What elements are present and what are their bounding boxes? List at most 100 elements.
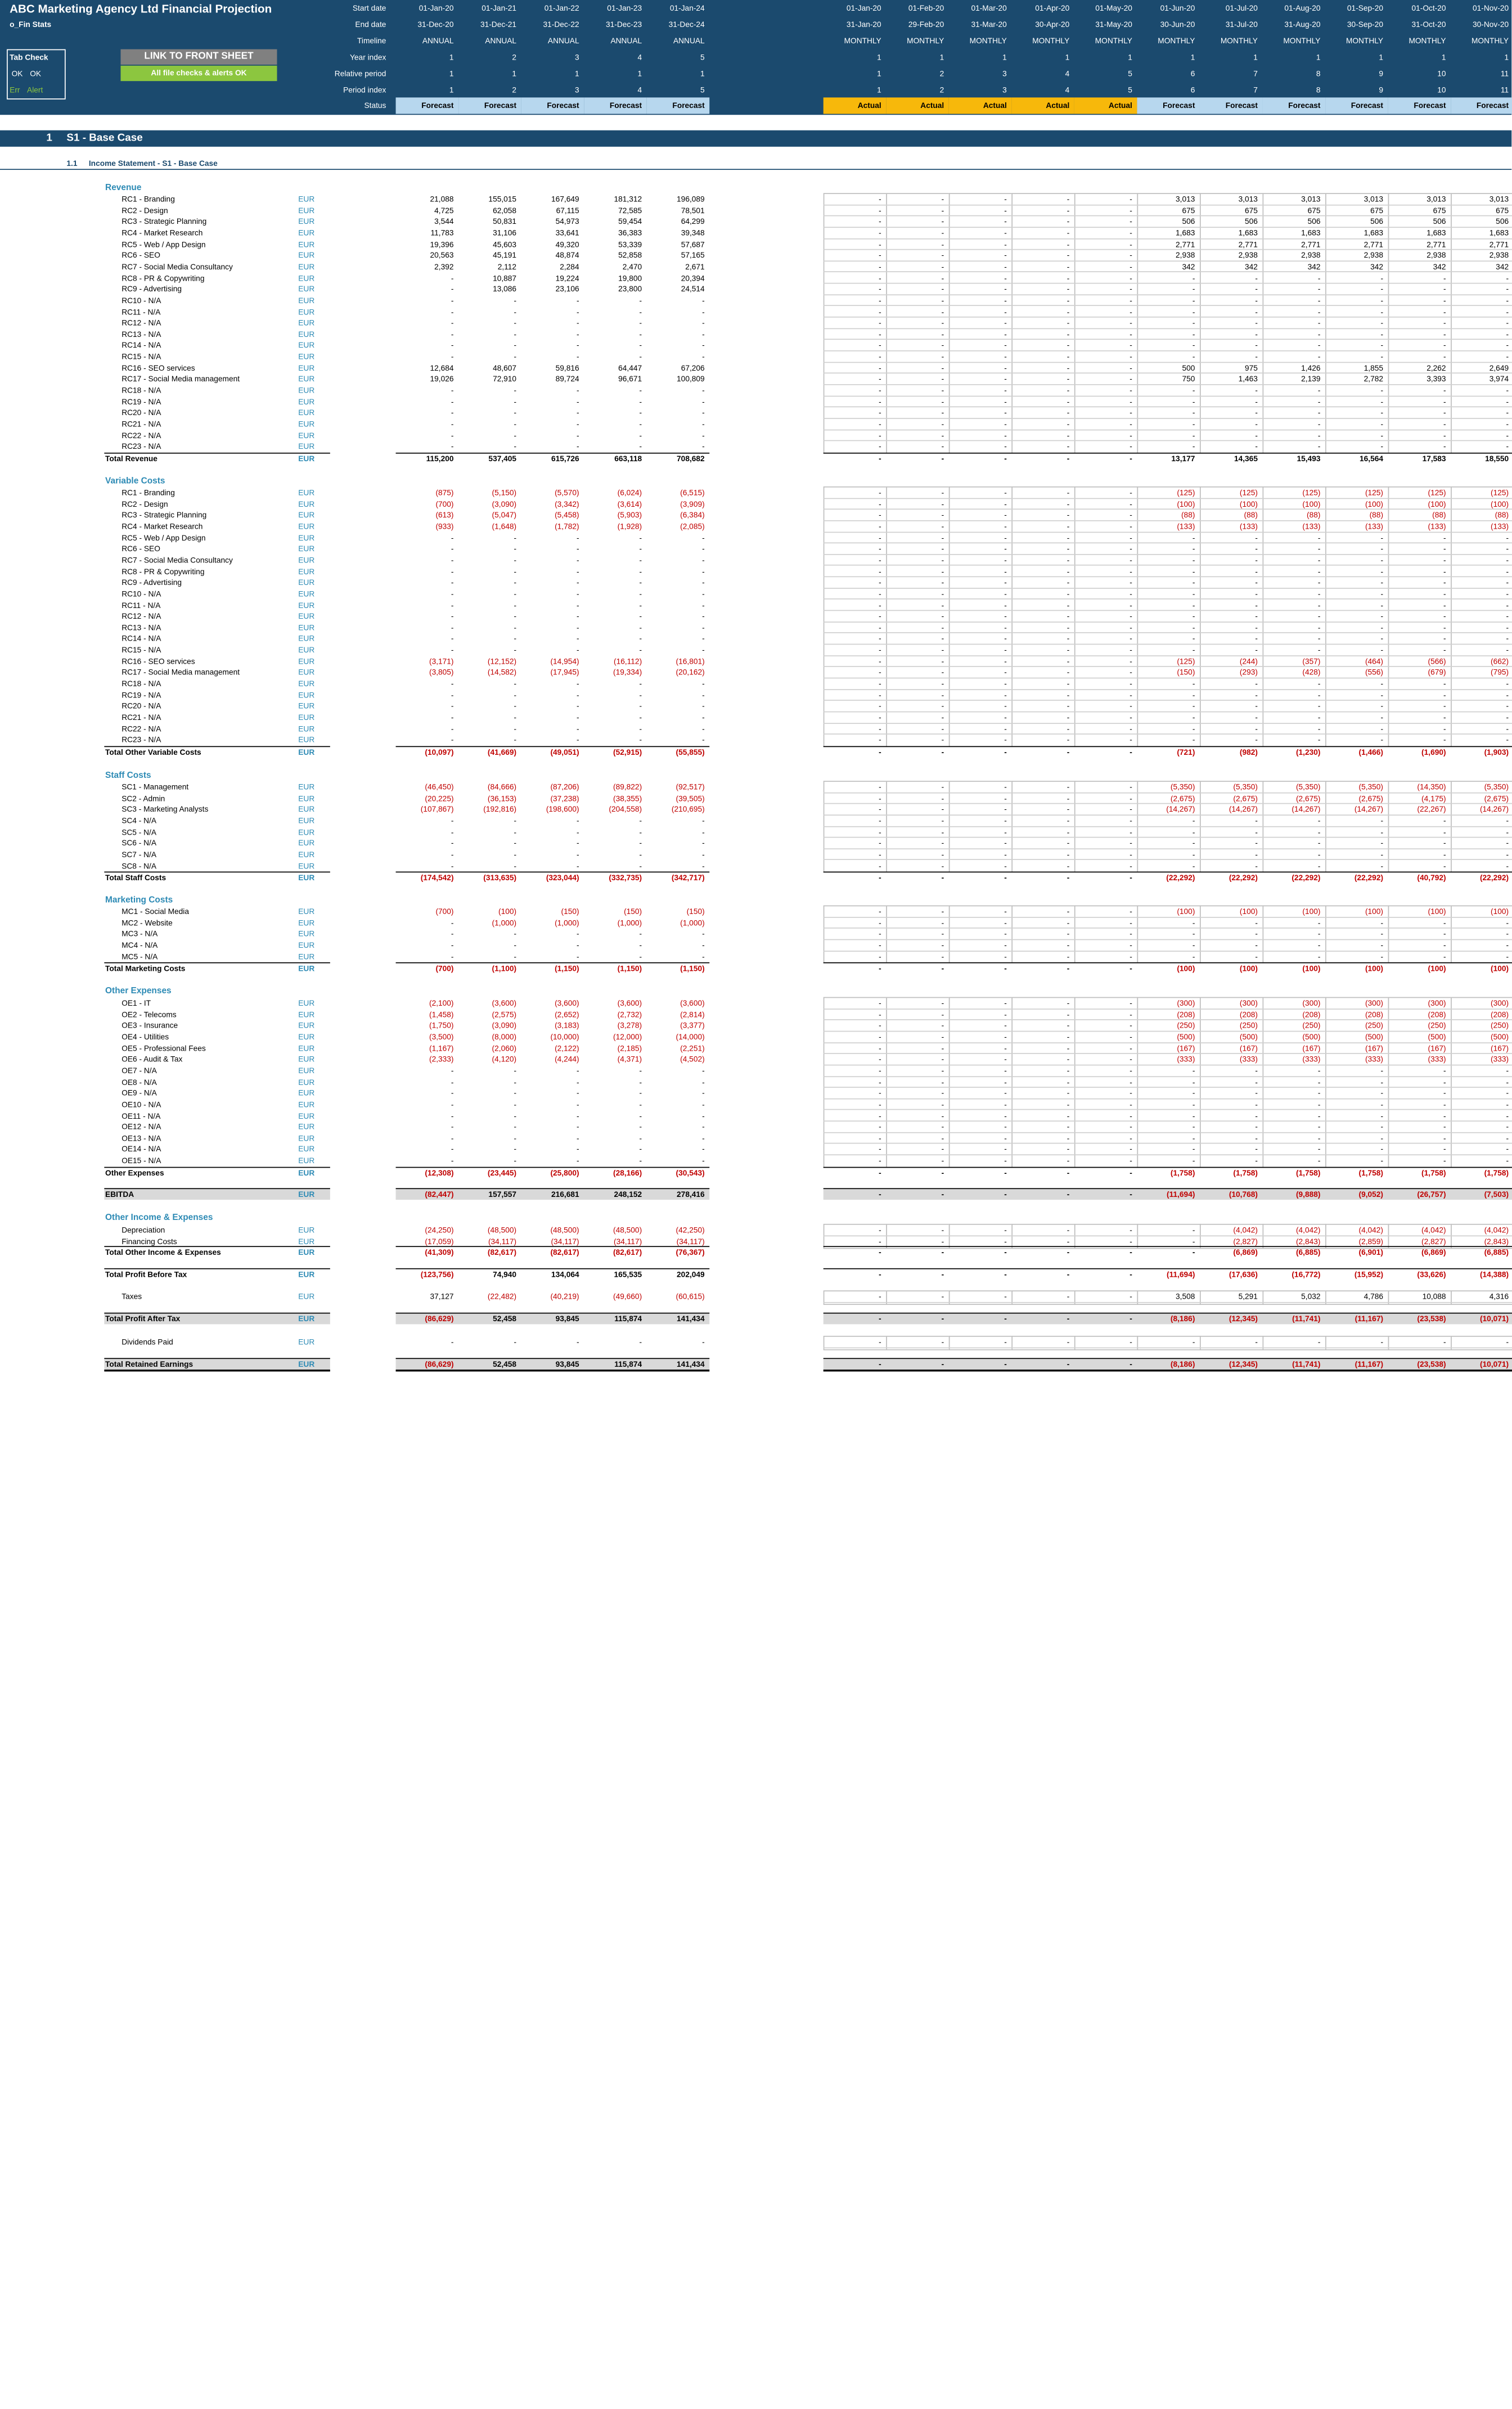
line-item-annual-value: - <box>639 839 642 848</box>
line-item-monthly-value: - <box>1443 1145 1446 1154</box>
unit-label: EUR <box>298 1044 315 1053</box>
total-monthly-value: - <box>1130 1270 1132 1279</box>
line-item-monthly-value: - <box>1066 1122 1070 1132</box>
line-item-monthly-value: - <box>1130 657 1132 667</box>
line-item-annual-value: 53,339 <box>618 240 642 249</box>
line-item-annual-value: - <box>577 701 579 710</box>
unit-label: EUR <box>298 1226 315 1235</box>
monthly-input-area <box>1074 997 1138 1168</box>
line-item-monthly-value: - <box>1192 850 1195 859</box>
line-item-monthly-value: - <box>1443 816 1446 826</box>
line-item-annual-value: - <box>514 611 517 621</box>
total-monthly-value: (1,758) <box>1233 1169 1258 1178</box>
total-rule <box>104 1167 330 1168</box>
line-item-annual-value: (34,117) <box>614 1237 642 1246</box>
monthly-input-area <box>886 486 950 748</box>
monthly-year-index-cell: 1 <box>1504 53 1509 62</box>
line-item-annual-value: 24,514 <box>681 285 705 294</box>
line-item-annual-value: 2,284 <box>560 262 579 272</box>
line-item-monthly-value: - <box>941 206 944 215</box>
line-item-monthly-value: - <box>941 1156 944 1165</box>
line-item-annual-value: - <box>514 839 517 848</box>
line-item-monthly-value: - <box>1443 828 1446 837</box>
grid-line <box>823 666 1512 667</box>
total-rule <box>104 1312 330 1314</box>
total-annual-value: 663,118 <box>614 454 642 463</box>
line-item-monthly-value: 3,974 <box>1489 374 1509 384</box>
line-item-annual-value: - <box>451 308 454 317</box>
line-item-annual-value: - <box>577 941 579 950</box>
line-item-monthly-value: - <box>1506 397 1509 407</box>
line-item-monthly-value: - <box>879 805 881 814</box>
line-item-label: RC19 - N/A <box>122 397 161 407</box>
line-item-monthly-value: - <box>1066 634 1070 643</box>
line-item-annual-value: - <box>639 544 642 553</box>
line-item-monthly-value: - <box>1443 330 1446 339</box>
line-item-annual-value: - <box>639 646 642 655</box>
line-item-monthly-value: - <box>1317 1156 1321 1165</box>
line-item-label: RC1 - Branding <box>122 488 175 497</box>
line-item-annual-value: (150) <box>624 907 642 916</box>
line-item-monthly-value: - <box>1317 386 1321 395</box>
line-item-monthly-value: - <box>1506 568 1509 577</box>
total-monthly-value: (11,167) <box>1354 1359 1384 1369</box>
line-item-monthly-value: (300) <box>1365 999 1384 1008</box>
line-item-annual-value: - <box>639 1338 642 1347</box>
unit-label: EUR <box>298 850 315 859</box>
line-item-monthly-value: - <box>941 839 944 848</box>
line-item-monthly-value: - <box>1066 691 1070 700</box>
line-item-monthly-value: - <box>1004 352 1007 361</box>
line-item-monthly-value: 342 <box>1433 262 1446 272</box>
line-item-monthly-value: - <box>1004 318 1007 327</box>
monthly-start-cell: 01-Nov-20 <box>1472 3 1509 13</box>
total-annual-value: (123,756) <box>420 1270 454 1279</box>
line-item-annual-value: - <box>702 691 705 700</box>
link-to-front-sheet-button[interactable]: LINK TO FRONT SHEET <box>120 49 277 65</box>
line-item-monthly-value: - <box>879 634 881 643</box>
line-item-annual-value: - <box>514 735 517 745</box>
total-row-shade <box>395 1359 710 1370</box>
line-item-annual-value: - <box>702 544 705 553</box>
unit-label: EUR <box>298 1134 315 1143</box>
total-monthly-value: (6,885) <box>1295 1248 1321 1257</box>
line-item-label: OE5 - Professional Fees <box>122 1044 206 1053</box>
line-item-annual-value: (2,575) <box>492 1010 517 1020</box>
line-item-monthly-value: - <box>879 1145 881 1154</box>
total-annual-value: 141,434 <box>677 1314 705 1323</box>
line-item-annual-value: 23,106 <box>555 285 579 294</box>
line-item-label: RC10 - N/A <box>122 296 161 305</box>
total-annual-value: (41,669) <box>487 748 517 757</box>
line-item-monthly-value: - <box>1255 431 1258 440</box>
line-item-monthly-value: - <box>1317 724 1321 734</box>
line-item-monthly-value: (250) <box>1428 1021 1446 1030</box>
line-item-annual-value: - <box>639 701 642 710</box>
total-annual-value: 93,845 <box>555 1314 579 1323</box>
line-item-monthly-value: - <box>1130 340 1132 350</box>
line-item-monthly-value: - <box>1130 420 1132 429</box>
line-item-monthly-value: - <box>1380 442 1384 451</box>
group-title: Other Income & Expenses <box>105 1212 213 1222</box>
total-annual-value: (313,635) <box>483 873 517 882</box>
unit-label: EUR <box>298 691 315 700</box>
line-item-monthly-value: - <box>1192 611 1195 621</box>
line-item-monthly-value: - <box>941 510 944 520</box>
line-item-monthly-value: - <box>1004 589 1007 598</box>
line-item-annual-value: (89,822) <box>613 782 642 792</box>
line-item-monthly-value: (333) <box>1239 1055 1258 1064</box>
line-item-annual-value: - <box>451 556 454 565</box>
line-item-monthly-value: - <box>879 206 881 215</box>
monthly-year-index-cell: 1 <box>939 53 944 62</box>
line-item-monthly-value: - <box>1380 578 1384 587</box>
line-item-annual-value: - <box>702 941 705 950</box>
total-monthly-value: (1,758) <box>1358 1169 1384 1178</box>
line-item-monthly-value: - <box>1380 679 1384 688</box>
line-item-monthly-value: - <box>1066 1010 1070 1020</box>
total-monthly-value: (11,694) <box>1167 1190 1195 1199</box>
line-item-monthly-value: - <box>1004 1021 1007 1030</box>
total-monthly-value: (9,888) <box>1295 1190 1321 1199</box>
line-item-monthly-value: - <box>1317 330 1321 339</box>
monthly-period-index-cell: 3 <box>1002 85 1007 95</box>
line-item-annual-value: 31,106 <box>493 228 517 238</box>
line-item-annual-value: - <box>451 442 454 451</box>
line-item-annual-value: 52,858 <box>618 251 642 260</box>
